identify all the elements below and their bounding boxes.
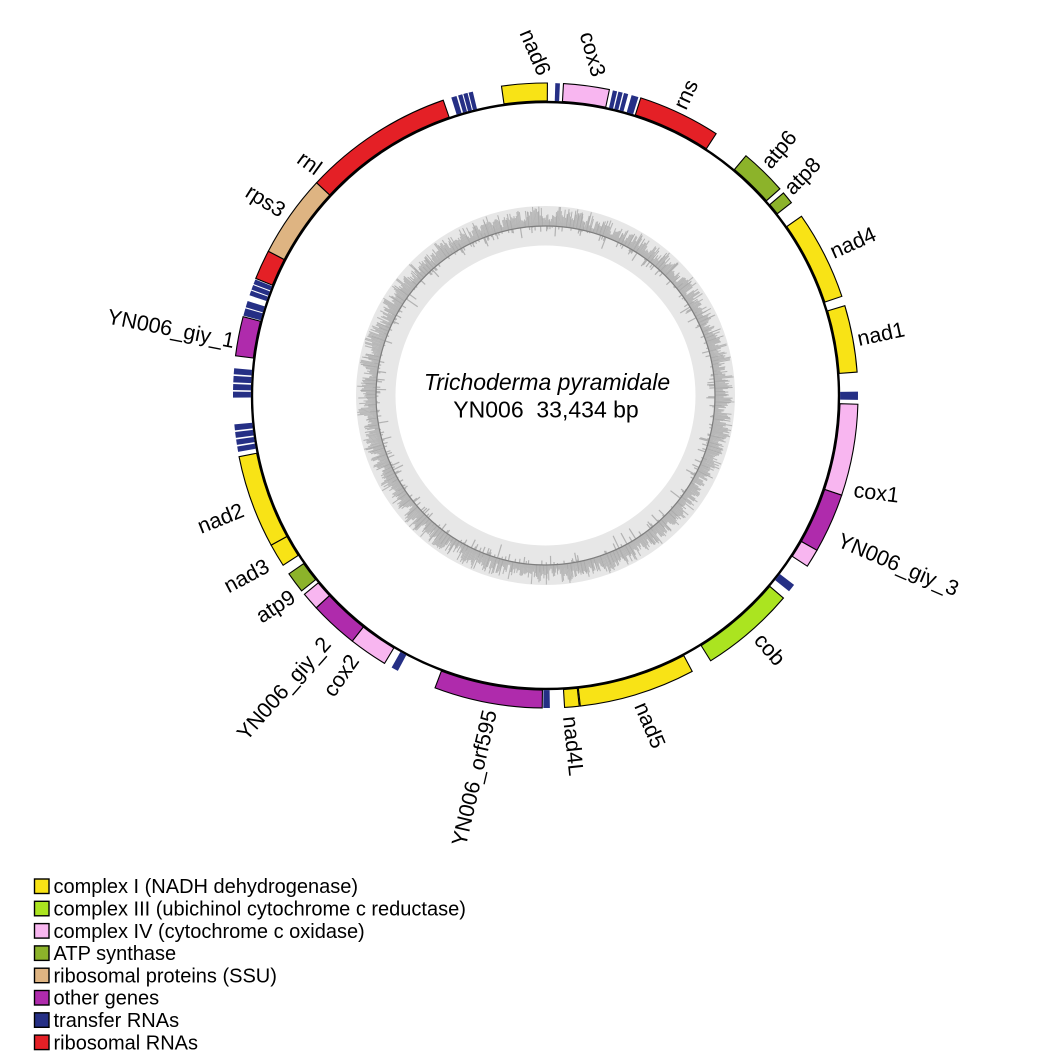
svg-text:complex III (ubichinol cytochr: complex III (ubichinol cytochrome c redu…	[54, 899, 466, 921]
svg-text:cox1: cox1	[852, 478, 900, 507]
svg-text:complex I (NADH dehydrogenase): complex I (NADH dehydrogenase)	[54, 876, 359, 898]
svg-text:ATP synthase: ATP synthase	[54, 943, 177, 965]
svg-text:YN006 33,434 bp: YN006 33,434 bp	[453, 397, 638, 423]
svg-text:ribosomal proteins (SSU): ribosomal proteins (SSU)	[54, 965, 277, 987]
svg-text:transfer RNAs: transfer RNAs	[54, 1010, 180, 1032]
svg-text:other genes: other genes	[54, 988, 160, 1010]
svg-text:Trichoderma pyramidale: Trichoderma pyramidale	[424, 369, 670, 395]
svg-text:ribosomal RNAs: ribosomal RNAs	[54, 1032, 198, 1054]
svg-text:complex IV (cytochrome c oxida: complex IV (cytochrome c oxidase)	[54, 921, 365, 943]
